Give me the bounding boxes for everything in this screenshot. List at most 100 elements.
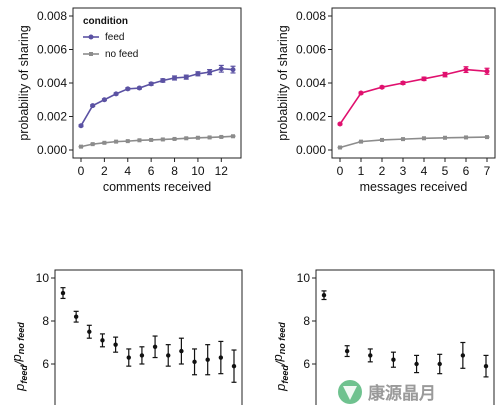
x-tick-label: 1 bbox=[358, 164, 365, 178]
y-axis-label-subscript: feed bbox=[19, 365, 29, 384]
data-point bbox=[422, 136, 426, 141]
y-tick-label: 10 bbox=[297, 271, 311, 285]
y-tick-label: 0.004 bbox=[37, 76, 67, 90]
x-tick-label: 2 bbox=[101, 164, 108, 178]
panel-comments-probability: 0.000 0.002 0.004 0.006 0.008 0 2 4 6 8 10 12 commen… bbox=[17, 7, 242, 194]
legend-label: no feed bbox=[105, 49, 138, 60]
y-tick-label: 0.008 bbox=[37, 9, 67, 23]
data-point bbox=[483, 363, 489, 369]
x-tick-label: 12 bbox=[215, 164, 229, 178]
data-point bbox=[218, 66, 224, 72]
y-tick-label: 10 bbox=[36, 271, 50, 285]
data-point bbox=[219, 134, 224, 139]
data-point bbox=[90, 103, 96, 109]
legend-label: feed bbox=[105, 32, 124, 43]
data-point bbox=[139, 353, 145, 358]
data-point bbox=[358, 90, 364, 96]
y-tick-label: 0.002 bbox=[37, 110, 67, 124]
series-line-no-feed bbox=[339, 136, 488, 149]
y-axis-label: probability of sharing bbox=[17, 25, 31, 140]
y-tick-label: 8 bbox=[303, 314, 310, 328]
legend-title: condition bbox=[83, 16, 128, 27]
data-point bbox=[160, 77, 166, 83]
data-point bbox=[79, 144, 83, 149]
y-axis-label-part: p bbox=[270, 354, 285, 362]
data-point bbox=[172, 75, 178, 81]
y-axis-label-part: p bbox=[9, 354, 24, 362]
data-point bbox=[113, 342, 118, 347]
data-point bbox=[136, 85, 142, 91]
data-point bbox=[218, 355, 224, 360]
y-axis-label: probability of sharing bbox=[276, 25, 290, 140]
data-point bbox=[460, 353, 466, 358]
data-point bbox=[172, 136, 177, 141]
y-tick-label: 0.006 bbox=[37, 43, 67, 57]
x-tick-label: 3 bbox=[400, 164, 407, 178]
x-tick-label: 0 bbox=[78, 164, 85, 178]
data-point bbox=[195, 135, 200, 140]
y-tick-label: 0.000 bbox=[296, 143, 326, 157]
legend-swatch-marker bbox=[89, 52, 93, 56]
data-point bbox=[149, 137, 154, 142]
data-point bbox=[125, 139, 130, 144]
x-tick-label: 10 bbox=[191, 164, 205, 178]
y-tick-label: 0.006 bbox=[296, 43, 326, 57]
y-tick-label: 0.004 bbox=[296, 76, 326, 90]
data-point bbox=[443, 135, 447, 140]
data-point bbox=[114, 139, 119, 144]
y-tick-label: 6 bbox=[303, 357, 310, 371]
x-tick-label: 6 bbox=[463, 164, 470, 178]
data-point bbox=[359, 139, 363, 144]
panel-messages-probability: 0.000 0.002 0.004 0.006 0.008 0 1 2 3 4 5 6 7 message… bbox=[276, 7, 496, 194]
data-point bbox=[391, 357, 396, 362]
data-point bbox=[179, 348, 184, 354]
data-point bbox=[337, 121, 343, 127]
y-axis-label-part: p bbox=[273, 384, 288, 392]
y-tick-label: 8 bbox=[42, 314, 49, 328]
data-point bbox=[126, 355, 131, 360]
watermark-text: 康源晶月 bbox=[368, 383, 436, 404]
x-tick-label: 4 bbox=[124, 164, 131, 178]
data-point bbox=[207, 69, 213, 75]
data-point bbox=[152, 344, 158, 349]
data-point bbox=[380, 137, 384, 142]
data-point bbox=[464, 135, 468, 140]
x-tick-label: 2 bbox=[379, 164, 386, 178]
data-point bbox=[183, 74, 189, 80]
y-axis-label-part: p bbox=[12, 384, 27, 392]
data-point bbox=[207, 135, 212, 140]
data-point bbox=[192, 359, 197, 365]
y-axis-label-subscript: no feed bbox=[277, 322, 287, 355]
legend-swatch-marker bbox=[88, 34, 94, 40]
data-point bbox=[344, 348, 350, 354]
y-axis-label: pfeed/pno feed bbox=[270, 322, 290, 392]
data-point bbox=[102, 140, 107, 145]
data-point bbox=[421, 76, 427, 82]
y-axis-label-subscript: no feed bbox=[16, 322, 26, 355]
watermark-logo-mark bbox=[343, 386, 357, 400]
y-tick-label: 0.008 bbox=[296, 9, 326, 23]
data-point bbox=[113, 91, 119, 97]
data-point bbox=[463, 67, 469, 73]
data-point bbox=[414, 361, 419, 367]
x-tick-label: 5 bbox=[442, 164, 449, 178]
data-point bbox=[379, 84, 385, 90]
y-tick-label: 6 bbox=[42, 357, 49, 371]
data-point bbox=[78, 123, 84, 129]
data-point bbox=[231, 134, 235, 139]
data-point bbox=[321, 293, 327, 298]
data-point bbox=[184, 136, 189, 141]
data-point bbox=[60, 290, 66, 296]
x-tick-label: 0 bbox=[337, 164, 344, 178]
data-point bbox=[205, 357, 210, 362]
y-tick-label: 0.000 bbox=[37, 143, 67, 157]
data-point bbox=[437, 361, 442, 367]
data-point bbox=[338, 145, 342, 150]
series-line-feed bbox=[80, 67, 234, 127]
y-axis-label-part: / bbox=[273, 360, 288, 366]
data-point bbox=[73, 314, 79, 319]
x-tick-label: 8 bbox=[171, 164, 178, 178]
data-point bbox=[90, 142, 95, 147]
x-tick-label: 7 bbox=[484, 164, 491, 178]
data-point bbox=[368, 353, 373, 358]
